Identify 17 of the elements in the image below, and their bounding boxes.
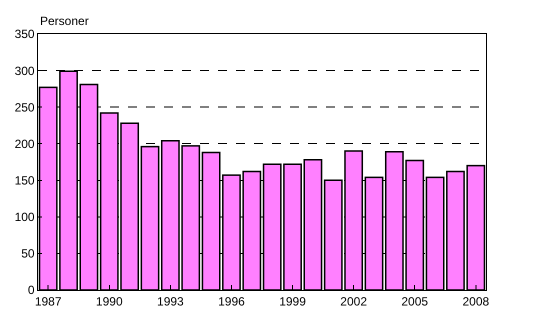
x-tick-label: 2005 (401, 294, 428, 308)
y-tick-label: 100 (14, 210, 35, 224)
x-tick-label: 2008 (462, 294, 490, 308)
y-tick-label: 50 (21, 246, 35, 261)
x-tick-label: 1993 (157, 294, 184, 308)
y-axis-title: Personer (40, 14, 89, 28)
y-tick-label: 0 (28, 283, 35, 298)
y-tick-label: 300 (14, 64, 35, 78)
x-tick-label: 1987 (34, 294, 62, 308)
x-tick-label: 1990 (96, 294, 123, 308)
x-tick-label: 1999 (279, 294, 306, 308)
y-tick-label: 350 (14, 27, 35, 42)
x-tick-label: 1996 (218, 294, 246, 308)
y-tick-label: 250 (14, 100, 35, 114)
y-tick-label: 150 (14, 173, 35, 188)
y-tick-label: 200 (14, 136, 35, 151)
x-tick-label: 2002 (340, 294, 368, 308)
